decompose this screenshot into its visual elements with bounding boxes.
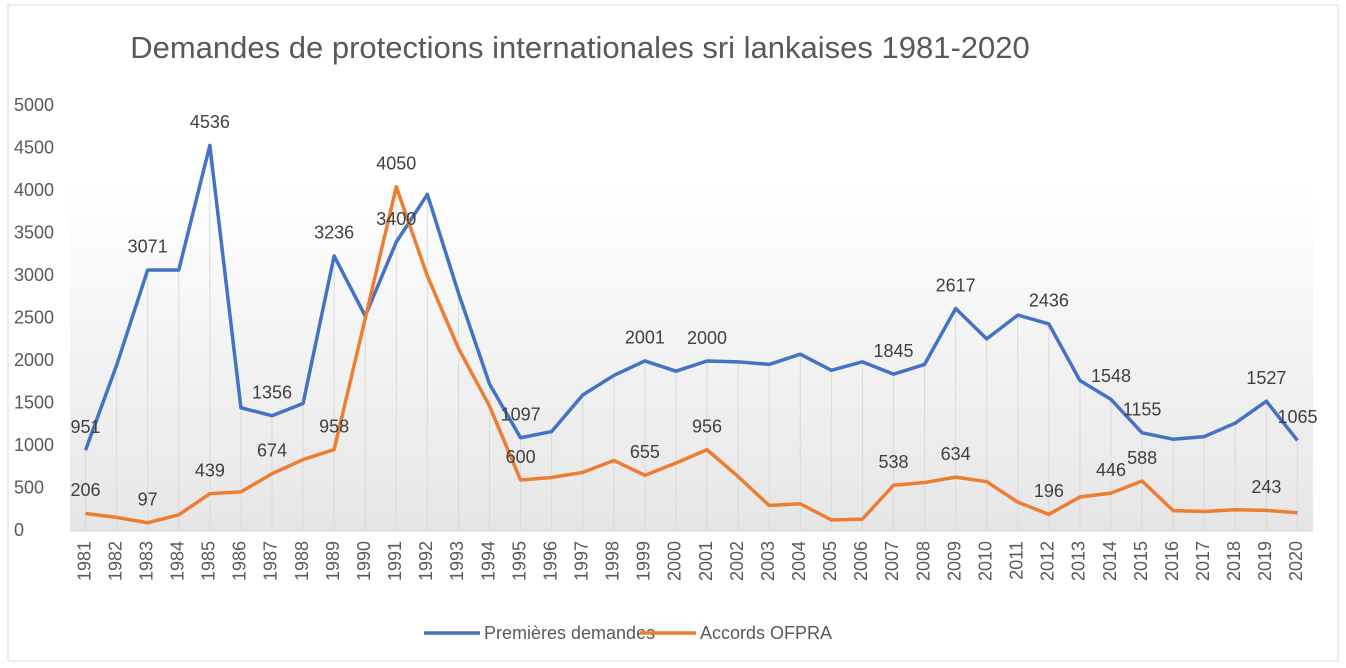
x-tick-label: 2015: [1131, 541, 1151, 581]
data-label: 951: [71, 417, 101, 437]
data-label: 2617: [936, 275, 976, 295]
data-label: 206: [71, 480, 101, 500]
data-label: 600: [506, 447, 536, 467]
y-tick-label: 4500: [14, 137, 54, 157]
x-tick-label: 1982: [105, 541, 125, 581]
data-label: 674: [257, 440, 287, 460]
data-label: 1527: [1246, 368, 1286, 388]
y-tick-label: 2000: [14, 350, 54, 370]
y-tick-label: 3500: [14, 222, 54, 242]
data-label: 446: [1096, 460, 1126, 480]
x-tick-label: 2006: [851, 541, 871, 581]
data-label: 655: [630, 442, 660, 462]
legend-label: Accords OFPRA: [700, 623, 832, 643]
x-tick-label: 2008: [913, 541, 933, 581]
x-tick-label: 1987: [261, 541, 281, 581]
x-tick-label: 1986: [230, 541, 250, 581]
y-tick-label: 2500: [14, 307, 54, 327]
series-line: [83, 143, 1299, 451]
y-tick-label: 0: [14, 520, 24, 540]
x-tick-label: 2009: [944, 541, 964, 581]
x-tick-label: 1996: [540, 541, 560, 581]
x-tick-label: 2004: [789, 541, 809, 581]
x-tick-label: 2017: [1193, 541, 1213, 581]
x-tick-label: 2013: [1069, 541, 1089, 581]
x-tick-label: 1995: [509, 541, 529, 581]
x-tick-label: 1983: [136, 541, 156, 581]
x-tick-label: 2014: [1100, 541, 1120, 581]
data-label: 538: [878, 452, 908, 472]
data-label: 3236: [314, 223, 354, 243]
y-tick-label: 3000: [14, 265, 54, 285]
data-label: 1065: [1277, 407, 1317, 427]
data-label: 243: [1251, 477, 1281, 497]
data-label: 4536: [190, 112, 230, 132]
x-tick-label: 2016: [1162, 541, 1182, 581]
plot-background: [70, 180, 1313, 531]
chart-title: Demandes de protections internationales …: [130, 30, 1030, 65]
data-label: 634: [941, 444, 971, 464]
x-tick-label: 2001: [696, 541, 716, 581]
x-tick-label: 1993: [447, 541, 467, 581]
x-tick-label: 1999: [634, 541, 654, 581]
series-line: [85, 185, 1298, 525]
x-tick-label: 2011: [1007, 541, 1027, 580]
data-label: 2001: [625, 328, 665, 348]
x-tick-label: 2003: [758, 541, 778, 581]
data-label: 196: [1034, 481, 1064, 501]
y-tick-label: 5000: [14, 95, 54, 115]
data-label: 956: [692, 416, 722, 436]
x-tick-label: 1988: [292, 541, 312, 581]
x-tick-label: 2005: [820, 541, 840, 581]
data-label: 588: [1127, 448, 1157, 468]
x-tick-label: 2000: [665, 541, 685, 581]
data-label: 97: [138, 490, 158, 510]
y-tick-label: 1000: [14, 435, 54, 455]
x-tick-label: 2019: [1255, 541, 1275, 581]
x-tick-label: 1992: [416, 541, 436, 581]
x-tick-label: 2010: [975, 541, 995, 581]
x-tick-label: 1981: [74, 541, 94, 581]
data-label: 3071: [128, 237, 168, 257]
y-tick-label: 4000: [14, 180, 54, 200]
data-label: 1845: [873, 341, 913, 361]
x-tick-label: 1997: [571, 541, 591, 581]
data-label: 1155: [1123, 400, 1162, 420]
x-tick-label: 2020: [1286, 541, 1306, 581]
x-tick-label: 2012: [1038, 541, 1058, 581]
data-label: 958: [319, 416, 349, 436]
data-label: 3400: [376, 209, 416, 229]
x-tick-label: 2002: [727, 541, 747, 581]
data-label: 1356: [252, 382, 292, 402]
x-tick-label: 1998: [603, 541, 623, 581]
x-tick-label: 1990: [354, 541, 374, 581]
x-tick-label: 1984: [168, 541, 188, 581]
x-tick-label: 2007: [882, 541, 902, 581]
data-label: 439: [195, 460, 225, 480]
x-tick-label: 1985: [199, 541, 219, 581]
data-label: 2436: [1029, 291, 1069, 311]
data-label: 2000: [687, 328, 727, 348]
y-tick-label: 1500: [14, 392, 54, 412]
x-tick-label: 1994: [478, 541, 498, 581]
data-label: 4050: [376, 154, 416, 174]
legend-label: Premières demandes: [484, 623, 655, 643]
x-tick-label: 1991: [385, 541, 405, 581]
x-tick-label: 1989: [323, 541, 343, 581]
y-tick-label: 500: [14, 477, 44, 497]
data-label: 1548: [1091, 366, 1131, 386]
data-label: 1097: [501, 405, 541, 425]
x-tick-label: 2018: [1224, 541, 1244, 581]
